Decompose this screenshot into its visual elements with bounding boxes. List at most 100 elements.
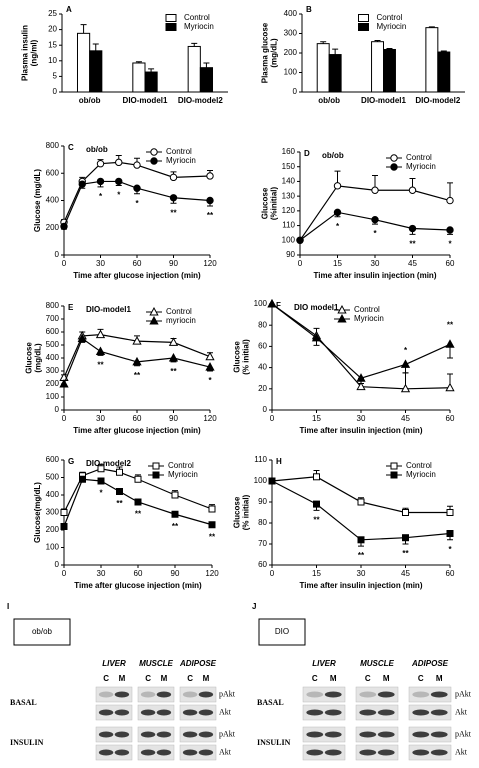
blot-band <box>98 749 114 756</box>
significance-marker: ** <box>172 522 179 531</box>
blot-band <box>377 709 395 716</box>
panel-label: D <box>304 149 310 158</box>
x-tick-label: 0 <box>62 259 67 268</box>
y-tick-label: 120 <box>282 206 296 215</box>
bar <box>144 71 158 93</box>
x-tick-label: 60 <box>446 414 455 423</box>
marker <box>77 333 87 342</box>
x-axis-label: Time after insulin injection (min) <box>314 271 437 280</box>
lane-label: C <box>365 674 371 683</box>
legend-marker <box>337 304 347 314</box>
condition-label: BASAL <box>10 698 37 707</box>
y-tick-label: 80 <box>258 320 267 329</box>
x-tick-label: 60 <box>134 569 143 578</box>
panel-subtitle: ob/ob <box>322 151 344 160</box>
marker <box>116 468 123 476</box>
blot-band <box>198 731 214 738</box>
x-tick-label: 0 <box>270 569 275 578</box>
legend-marker <box>390 163 398 171</box>
series-line <box>63 333 211 378</box>
blot-band <box>182 731 198 738</box>
y-tick-label: 100 <box>284 68 298 77</box>
marker <box>445 382 455 392</box>
y-tick-label: 40 <box>258 363 267 372</box>
marker <box>402 509 409 516</box>
blot-strip <box>95 686 133 703</box>
y-tick-label: 100 <box>282 235 296 244</box>
y-tick-label: 5 <box>53 72 58 81</box>
significance-marker: ** <box>97 361 104 370</box>
blot-band <box>359 691 377 698</box>
blot-strip <box>179 744 217 761</box>
blot-strip <box>95 744 133 761</box>
significance-marker: ** <box>313 516 320 525</box>
marker <box>97 477 105 485</box>
bar <box>371 41 384 93</box>
marker <box>400 383 411 393</box>
marker <box>208 505 216 513</box>
marker <box>116 488 123 495</box>
x-tick-label: 60 <box>133 259 142 268</box>
significance-marker: * <box>208 376 212 385</box>
marker <box>205 362 215 371</box>
legend-label: Myriocin <box>168 470 198 479</box>
legend-label: Control <box>406 461 432 470</box>
marker <box>134 475 142 483</box>
blot-band <box>114 709 130 716</box>
blot-strip <box>408 686 452 703</box>
y-tick-label: 160 <box>282 147 296 156</box>
blot-band <box>324 709 342 716</box>
y-axis-label: Glucose (mg/dL) <box>33 169 42 232</box>
y-axis-label: Plasma insulin <box>21 25 30 81</box>
marker <box>446 509 454 516</box>
y-tick-label: 20 <box>48 25 57 34</box>
y-axis-label: Glucose <box>261 187 270 219</box>
blot-band <box>98 709 114 716</box>
tissue-label: MUSCLE <box>360 659 394 668</box>
y-axis-label: Glucose <box>233 496 242 528</box>
significance-marker: ** <box>207 211 214 220</box>
significance-marker: ** <box>135 510 142 519</box>
x-tick-label: 30 <box>97 569 106 578</box>
x-tick-label: 45 <box>401 569 410 578</box>
band-label: Akt <box>219 707 232 716</box>
band-label: Akt <box>219 747 232 756</box>
y-tick-label: 140 <box>282 177 296 186</box>
marker <box>446 530 454 537</box>
x-tick-label: 60 <box>133 414 142 423</box>
x-tick-label: 15 <box>312 414 321 423</box>
legend-label: Myriocin <box>166 156 196 165</box>
blot-band <box>140 731 156 738</box>
marker <box>357 498 365 506</box>
bar <box>437 51 451 93</box>
panel-subtitle: DIO model1 <box>294 303 339 312</box>
panel-label: C <box>68 143 74 152</box>
legend-swatch <box>165 23 177 31</box>
significance-marker: * <box>99 489 103 498</box>
marker <box>206 172 214 180</box>
x-tick-label: 90 <box>169 259 178 268</box>
blot-band <box>324 749 342 756</box>
x-tick-label: 90 <box>171 569 180 578</box>
significance-marker: * <box>117 191 121 200</box>
y-axis-label: Glucose <box>233 341 242 373</box>
y-tick-label: 100 <box>46 392 60 401</box>
y-tick-label: 110 <box>282 221 295 230</box>
x-tick-label: 120 <box>205 569 219 578</box>
blot-band <box>377 731 395 738</box>
x-tick-label: ob/ob <box>79 96 101 105</box>
blot-strip <box>179 726 217 743</box>
blot-band <box>140 691 156 698</box>
marker <box>205 351 215 361</box>
lane-label: C <box>187 674 193 683</box>
blot-band <box>156 709 172 716</box>
x-tick-label: DIO-model2 <box>415 96 460 105</box>
y-tick-label: 700 <box>46 314 60 323</box>
y-tick-label: 600 <box>46 327 60 336</box>
y-tick-label: 400 <box>46 353 60 362</box>
bar <box>328 54 342 93</box>
x-axis-label: Time after glucose injection (min) <box>73 271 201 280</box>
y-tick-label: 200 <box>46 223 60 232</box>
blot-strip <box>95 726 133 743</box>
band-label: Akt <box>455 747 468 756</box>
